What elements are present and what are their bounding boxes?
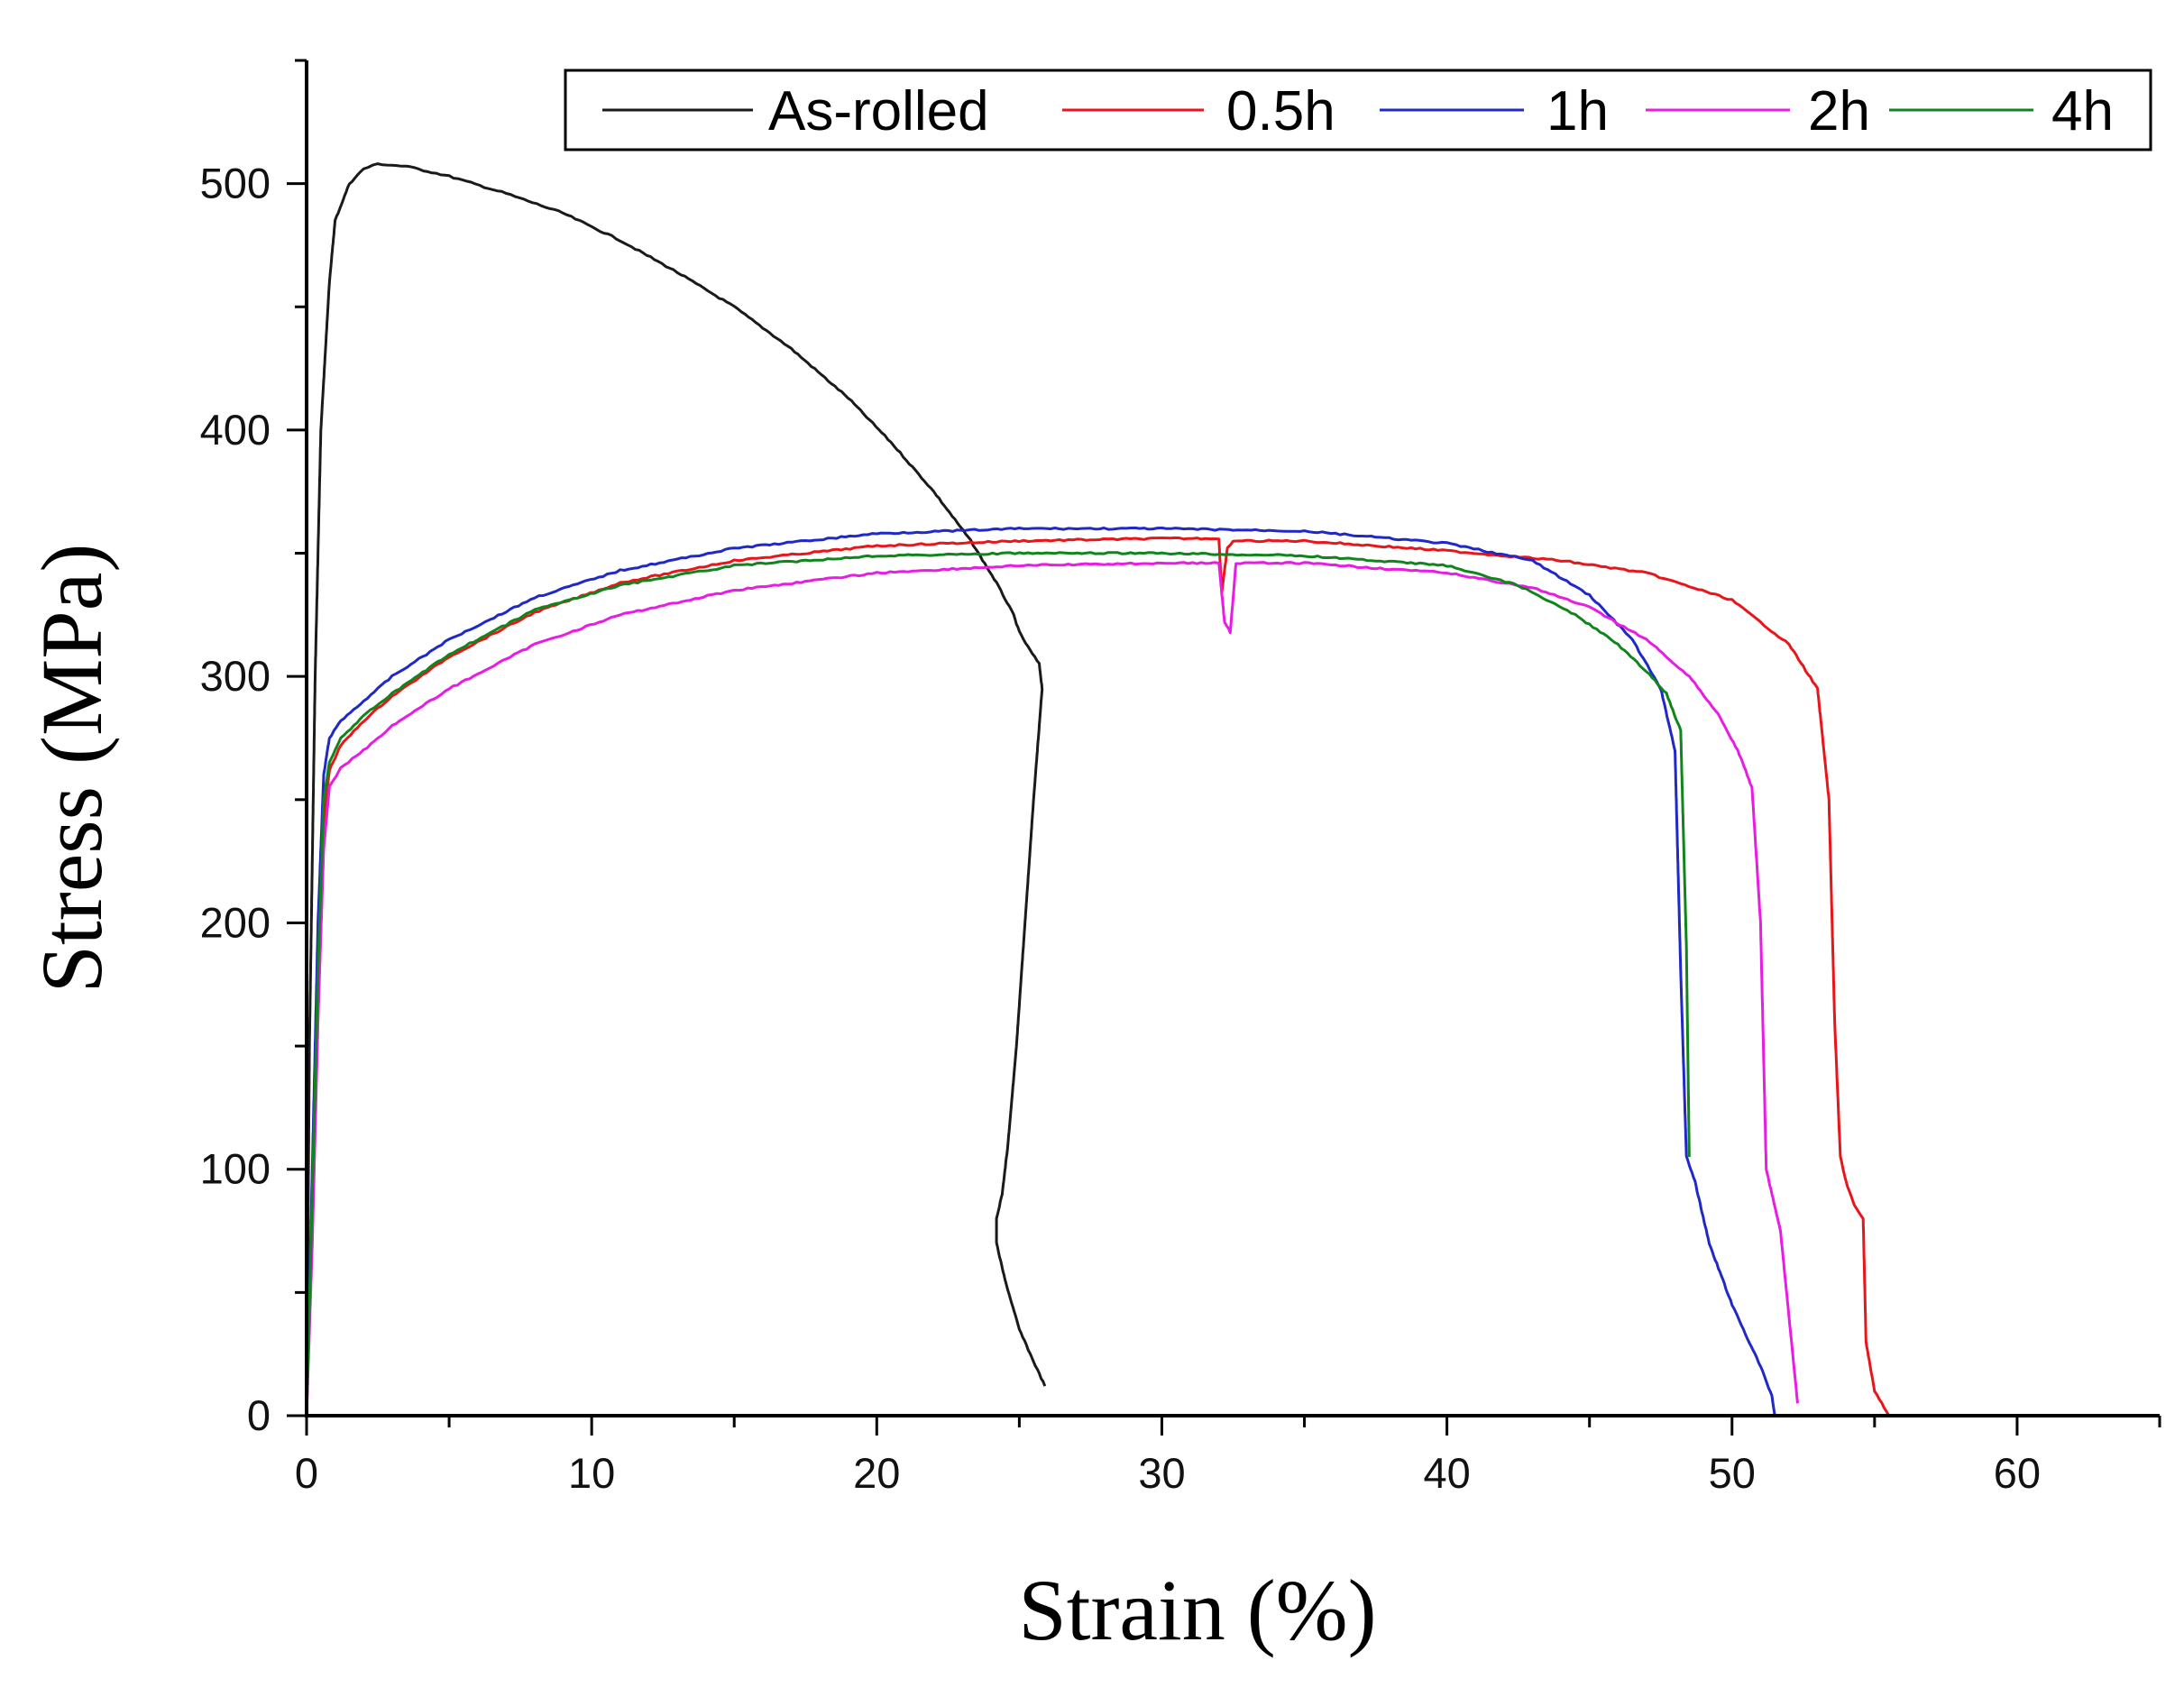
legend-label-4: 2h [1808,80,1870,142]
legend-box [564,69,2152,151]
legend: As-rolled 0.5h 1h 2h 4h [564,69,2152,151]
x-tick-label: 50 [1709,1449,1756,1497]
legend-label-3: 1h [1546,80,1609,142]
series-line-3 [305,526,1776,1417]
legend-label-5: 4h [2051,80,2114,142]
series-line-4 [305,561,1799,1417]
series-line-5 [305,551,1691,1417]
legend-label-2: 0.5h [1226,80,1335,142]
legend-label-1: As-rolled [768,80,989,142]
series-line-1 [305,162,1047,1416]
axes: 0 10 20 30 40 50 60 0 100 200 300 400 500 [200,59,2161,1497]
x-tick-label: 40 [1423,1449,1470,1497]
x-tick-label: 30 [1138,1449,1185,1497]
x-axis-title: Strain (%) [1018,1562,1376,1658]
y-tick-label: 300 [200,652,271,700]
x-tick-label: 60 [1994,1449,2041,1497]
y-tick-label: 200 [200,898,271,946]
data-lines [305,162,1891,1417]
y-tick-label: 400 [200,406,271,454]
y-tick-label: 500 [200,160,271,207]
y-axis-title: Stress (MPa) [23,544,120,994]
x-tick-label: 20 [853,1449,900,1497]
x-tick-label: 10 [568,1449,615,1497]
x-tick-label: 0 [295,1449,318,1497]
y-tick-label: 100 [200,1145,271,1193]
y-tick-label: 0 [247,1391,271,1439]
